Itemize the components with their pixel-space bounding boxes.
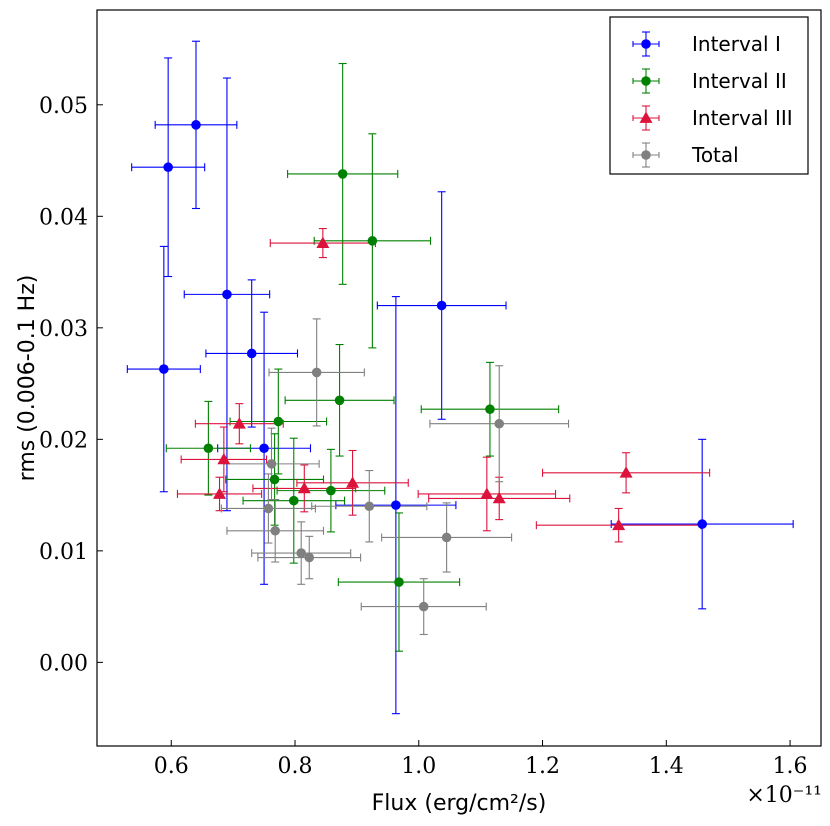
total-point <box>441 532 452 543</box>
interval-ii-point <box>334 395 345 406</box>
x-tick-label: 0.8 <box>278 754 313 779</box>
total-point <box>266 459 277 469</box>
interval-iii-point <box>213 487 227 499</box>
markers-layer <box>159 120 707 612</box>
x-tick-label: 1.2 <box>525 754 560 779</box>
ticks-layer: 0.6 0.8 1.0 1.2 1.4 1.6 0.00 0.01 0.02 0.03 0.04 0.… <box>39 94 808 779</box>
y-tick-label: 0.03 <box>39 317 88 342</box>
y-tick-label: 0.01 <box>39 540 88 565</box>
legend-interval-ii-label: Interval II <box>692 69 787 93</box>
x-axis-label: Flux (erg/cm²/s) <box>372 791 547 816</box>
interval-iii-point <box>217 452 231 465</box>
interval-ii-point <box>203 443 214 454</box>
interval-i-point <box>222 289 232 300</box>
total-point <box>304 552 315 563</box>
interval-ii-point <box>367 236 378 246</box>
interval-iii-point <box>480 487 494 499</box>
interval-iii-point <box>619 466 633 478</box>
legend-total-marker <box>641 150 651 160</box>
legend-interval-iii-label: Interval III <box>692 106 793 130</box>
interval-i-point <box>191 120 201 130</box>
total-point <box>263 503 274 514</box>
interval-iii-point <box>316 236 330 248</box>
total-point <box>296 548 307 558</box>
interval-i-point <box>159 364 169 374</box>
interval-i-point <box>697 519 707 529</box>
interval-ii-point <box>326 485 336 496</box>
interval-iii-point <box>297 481 311 494</box>
interval-iii-point <box>232 417 246 429</box>
y-tick-label: 0.00 <box>39 651 88 676</box>
interval-ii-point <box>394 577 404 587</box>
interval-ii-point <box>273 416 284 427</box>
x-tick-label: 1.4 <box>649 754 684 779</box>
y-axis-label: rms (0.006-0.1 Hz) <box>15 275 40 482</box>
total-point <box>364 501 375 512</box>
interval-ii-point <box>288 495 299 506</box>
interval-ii-point <box>269 474 280 485</box>
x-axis-multiplier: ×10⁻¹¹ <box>746 783 822 808</box>
interval-iii-point <box>492 491 506 504</box>
total-point <box>311 367 322 378</box>
interval-i-point <box>391 500 401 510</box>
y-tick-label: 0.05 <box>39 94 88 119</box>
legend-interval-iii-marker <box>639 111 653 123</box>
interval-i-point <box>163 162 173 173</box>
interval-i-point <box>436 300 447 311</box>
plot-frame <box>96 9 822 747</box>
legend: Interval I Interval II Interval III Total <box>609 16 809 175</box>
legend-interval-i-marker <box>641 39 651 49</box>
total-point <box>418 601 429 612</box>
legend-interval-ii-marker <box>641 76 651 86</box>
interval-iii-point <box>346 476 360 488</box>
x-tick-label: 1.6 <box>773 754 808 779</box>
legend-total-label: Total <box>691 143 739 167</box>
interval-i-point <box>259 443 269 454</box>
total-point <box>494 418 505 429</box>
y-tick-label: 0.04 <box>39 205 88 230</box>
interval-iii-point <box>612 518 626 531</box>
total-point <box>270 525 281 536</box>
x-tick-label: 0.6 <box>154 754 189 779</box>
y-tick-label: 0.02 <box>39 428 88 453</box>
x-tick-label: 1.0 <box>401 754 436 779</box>
legend-interval-i-label: Interval I <box>692 32 781 56</box>
interval-ii-point <box>485 404 495 415</box>
interval-ii-point <box>337 169 348 179</box>
interval-i-point <box>246 348 257 359</box>
